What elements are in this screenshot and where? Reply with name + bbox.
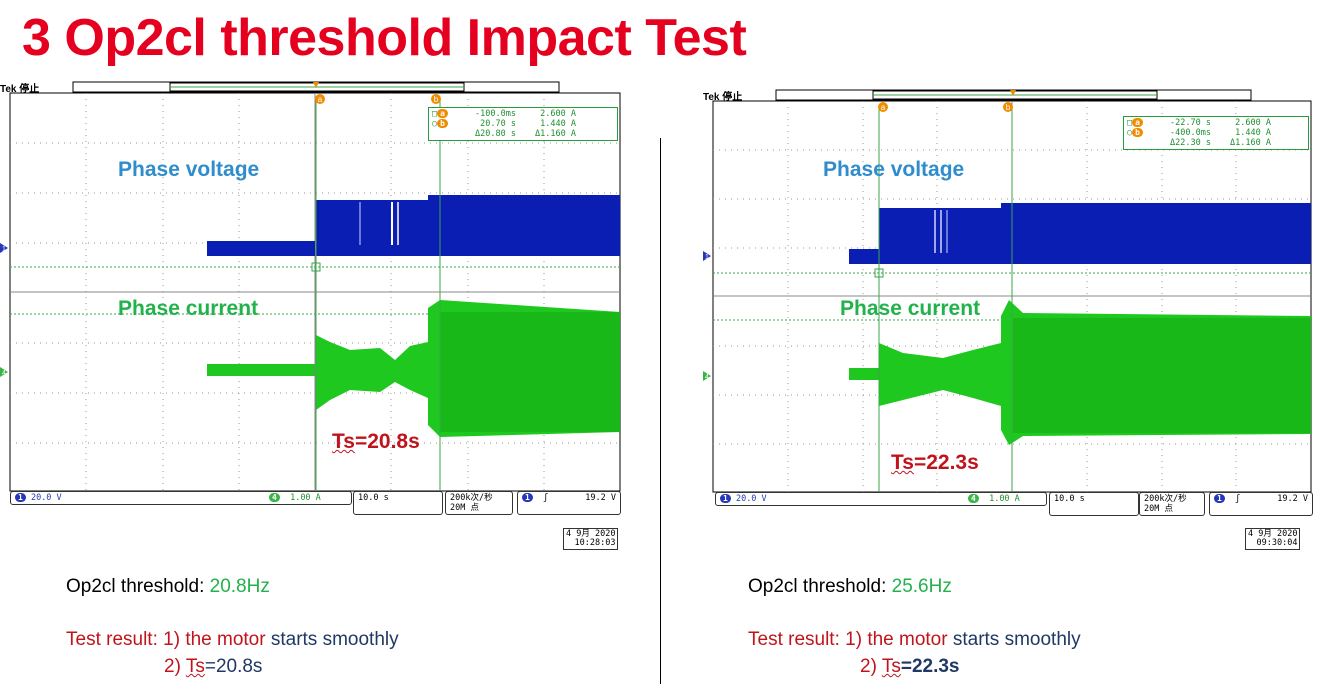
cursor-b-marker: b <box>1006 103 1011 112</box>
cursor-a-marker: a <box>318 95 323 104</box>
scope-right: Tek 停止 a b <box>703 88 1333 558</box>
phase-voltage-trace <box>316 200 620 256</box>
cursor-a-marker: a <box>881 103 886 112</box>
ch1-marker: 1 <box>705 254 709 261</box>
result-note-right-line2: 2) Ts=22.3s <box>860 656 960 677</box>
result-note-left-line2: 2) Ts=20.8s <box>164 656 263 677</box>
ts-annotation: Ts=22.3s <box>891 451 979 474</box>
phase-current-trace <box>1001 300 1311 445</box>
threshold-note-right: Op2cl threshold: 25.6Hz <box>748 576 952 597</box>
phase-voltage-trace-pre <box>849 249 879 264</box>
ch-scale-readout: 1 20.0 V 4 1.00 A <box>10 491 352 505</box>
oscilloscope-display: a b 1 4 <box>0 81 621 492</box>
tek-status-label: Tek 停止 <box>0 84 40 95</box>
ch1-scale: 20.0 V <box>735 494 767 504</box>
cursor-b-marker: b <box>434 95 439 104</box>
threshold-note-left: Op2cl threshold: 20.8Hz <box>66 576 270 597</box>
result-note-left: Test result: 1) the motor starts smoothl… <box>66 629 399 650</box>
sample-rate-readout: 200k次/秒 20M 点 <box>445 491 513 515</box>
ch4-scale: 1.00 A <box>989 494 1020 504</box>
timebase-readout: 10.0 s <box>1049 492 1139 516</box>
phase-current-trace-transition <box>316 335 428 410</box>
ch4-marker: 4 <box>2 370 6 377</box>
trigger-readout: 1 ʃ 19.2 V <box>517 491 621 515</box>
capture-timestamp: 4 9月 2020 10:28:03 <box>563 528 619 550</box>
ch1-scale: 20.0 V <box>30 493 62 503</box>
ts-annotation: Ts=20.8s <box>332 430 420 453</box>
timebase-readout: 10.0 s <box>353 491 443 515</box>
cursor-readout: □ a -22.70 s 2.600 A ○ b -400.0ms 1.440 A Δ22.… <box>1123 116 1309 150</box>
slide-title: 3 Op2cl threshold Impact Test <box>22 9 747 67</box>
phase-current-label: Phase current <box>840 297 981 320</box>
phase-voltage-trace-pre <box>207 241 315 256</box>
tek-status-label: Tek 停止 <box>703 92 743 103</box>
capture-timestamp: 4 9月 2020 09:30:04 <box>1245 528 1301 550</box>
phase-voltage-label: Phase voltage <box>823 158 965 181</box>
ch1-marker: 1 <box>2 246 6 253</box>
ch4-marker: 4 <box>705 374 709 381</box>
phase-current-trace-transition <box>879 343 1001 406</box>
phase-current-trace <box>428 300 620 437</box>
phase-current-label: Phase current <box>118 297 259 320</box>
ch-scale-readout: 1 20.0 V 4 1.00 A <box>715 492 1047 506</box>
phase-voltage-trace <box>879 208 1311 264</box>
oscilloscope-display: a b 1 4 <box>703 89 1312 493</box>
sample-rate-readout: 200k次/秒 20M 点 <box>1139 492 1205 516</box>
center-divider <box>660 138 661 684</box>
cursor-readout: □ a -100.0ms 2.600 A ○ b 20.70 s 1.440 A Δ20.8… <box>428 107 618 141</box>
phase-voltage-label: Phase voltage <box>118 158 260 181</box>
result-note-right: Test result: 1) the motor starts smoothl… <box>748 629 1081 650</box>
scope-left: Tek 停止 <box>0 80 630 550</box>
trigger-readout: 1 ʃ 19.2 V <box>1209 492 1313 516</box>
ch4-scale: 1.00 A <box>290 493 321 503</box>
